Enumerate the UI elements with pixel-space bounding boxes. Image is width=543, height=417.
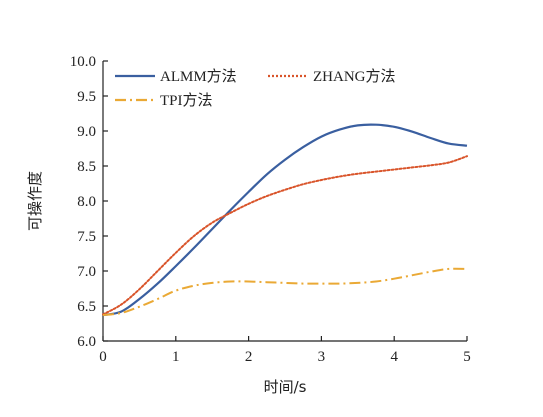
x-tick-label: 2 — [245, 349, 253, 365]
legend: ALMM方法 ZHANG方法 TPI方法 — [115, 68, 396, 109]
x-tick-label: 1 — [172, 349, 180, 365]
legend-label: TPI方法 — [160, 92, 213, 109]
y-tick-label: 9.0 — [77, 124, 96, 140]
y-tick-label: 7.0 — [77, 264, 96, 280]
x-tick-label: 0 — [99, 349, 107, 365]
series-line-3 — [102, 267, 468, 317]
series-line-1 — [102, 123, 468, 317]
y-axis-label: 可操作度 — [26, 171, 44, 231]
x-tick-label: 3 — [318, 349, 326, 365]
legend-label: ZHANG方法 — [313, 68, 396, 85]
y-tick-label: 7.5 — [77, 229, 96, 245]
series-line-2 — [102, 155, 468, 316]
y-tick-label: 10.0 — [70, 54, 96, 70]
series-layer — [102, 123, 468, 317]
y-tick-label: 8.0 — [77, 194, 96, 210]
x-tick-label: 4 — [390, 349, 398, 365]
y-tick-label: 6.0 — [77, 334, 96, 350]
axes: 0 1 2 3 4 5 6.0 6.5 7.0 7.5 8.0 8.5 9.0 9.5 10.0 — [70, 54, 471, 365]
y-tick-label: 8.5 — [77, 159, 96, 175]
x-axis-label: 时间/s — [264, 378, 307, 396]
x-tick-label: 5 — [463, 349, 471, 365]
y-tick-label: 6.5 — [77, 299, 96, 315]
legend-label: ALMM方法 — [160, 68, 237, 85]
y-tick-label: 9.5 — [77, 89, 96, 105]
